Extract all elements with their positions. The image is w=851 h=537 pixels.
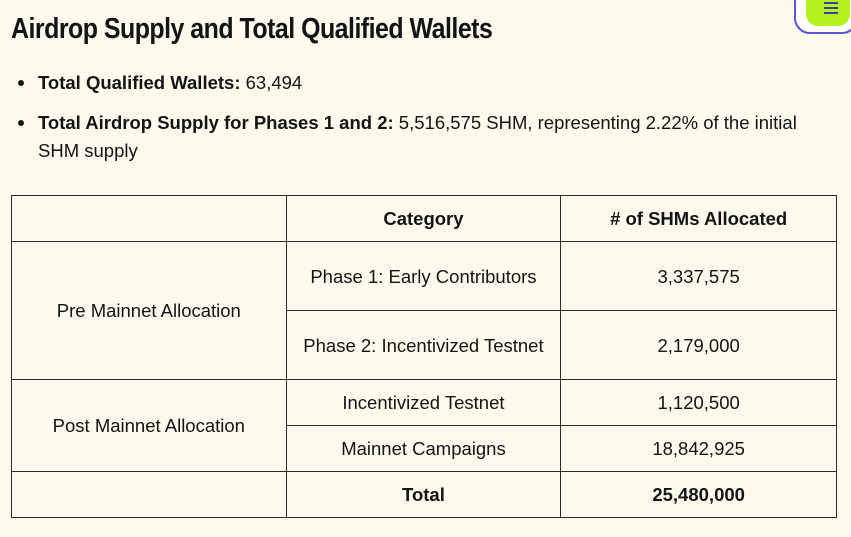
allocated-cell: 3,337,575 — [560, 241, 837, 311]
table-total-row: Total 25,480,000 — [11, 471, 837, 518]
total-empty-cell — [11, 471, 287, 518]
category-cell: Mainnet Campaigns — [285, 425, 562, 472]
allocated-cell: 2,179,000 — [560, 310, 837, 380]
hamburger-menu-icon — [824, 2, 838, 14]
menu-button[interactable] — [794, 0, 851, 34]
list-item-airdrop-supply: Total Airdrop Supply for Phases 1 and 2:… — [18, 109, 838, 165]
column-header-allocated: # of SHMs Allocated — [560, 195, 837, 242]
column-header-category: Category — [285, 195, 562, 242]
list-item-qualified-wallets: Total Qualified Wallets: 63,494 — [18, 69, 838, 97]
allocation-table: Category # of SHMs Allocated Pre Mainnet… — [11, 195, 837, 518]
bullet-text: 63,494 — [240, 72, 303, 93]
group-cell-pre-mainnet: Pre Mainnet Allocation — [11, 241, 287, 380]
group-cell-post-mainnet: Post Mainnet Allocation — [11, 379, 287, 472]
total-label: Total — [285, 471, 562, 518]
table-row: Mainnet Campaigns 18,842,925 — [12, 425, 837, 472]
category-cell: Phase 2: Incentivized Testnet — [285, 310, 562, 380]
table-row: Pre Mainnet Allocation Phase 1: Early Co… — [11, 241, 837, 380]
table-row: Phase 2: Incentivized Testnet 2,179,000 — [12, 310, 837, 380]
category-cell: Phase 1: Early Contributors — [285, 241, 562, 311]
summary-list: Total Qualified Wallets: 63,494 Total Ai… — [0, 69, 838, 177]
column-header-empty — [11, 195, 287, 242]
category-cell: Incentivized Testnet — [285, 379, 562, 426]
bullet-text: 5,516,575 SHM, representing 2.22% of the… — [38, 112, 797, 161]
bullet-label: Total Qualified Wallets: — [38, 72, 241, 93]
page-title: Airdrop Supply and Total Qualified Walle… — [11, 13, 493, 45]
total-value: 25,480,000 — [560, 471, 837, 518]
table-header-row: Category # of SHMs Allocated — [11, 195, 837, 242]
allocated-cell: 1,120,500 — [560, 379, 837, 426]
bullet-label: Total Airdrop Supply for Phases 1 and 2: — [38, 112, 394, 133]
allocated-cell: 18,842,925 — [560, 425, 837, 472]
table-row: Post Mainnet Allocation Incentivized Tes… — [11, 379, 837, 472]
